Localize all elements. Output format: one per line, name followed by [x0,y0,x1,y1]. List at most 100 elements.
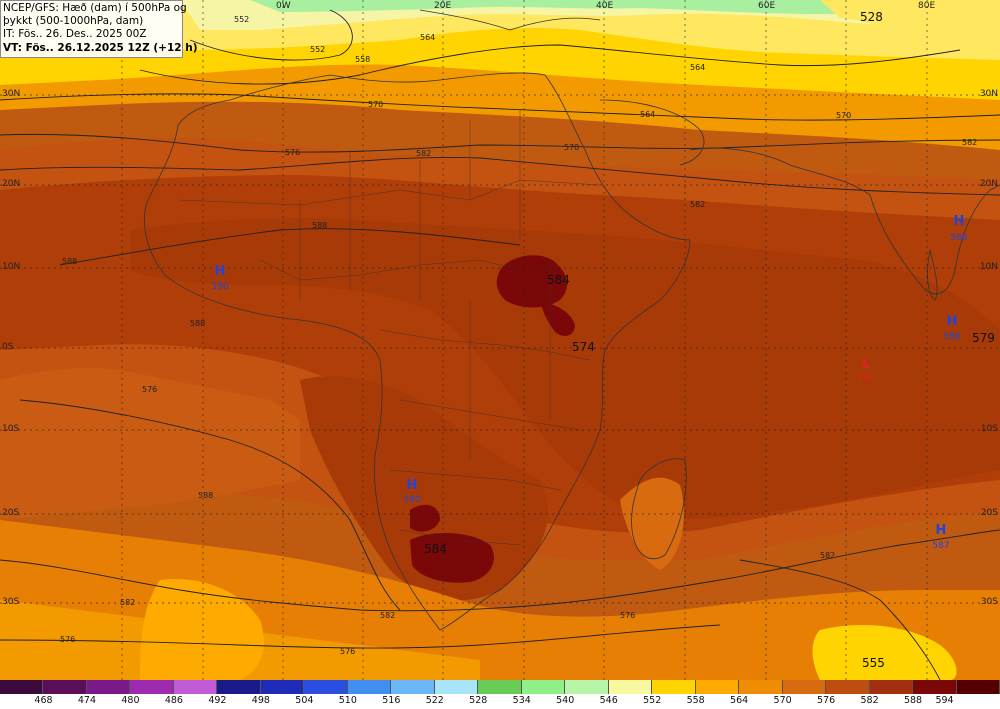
high-marker: H [214,264,226,279]
colorbar [0,680,1000,694]
colorbar-tick-label: 588 [903,695,923,706]
high-value: 590 [211,282,229,292]
lon-label-80e: 80E [918,1,936,11]
lat-label-20s-right: 20S [980,508,998,518]
contour-label: 582 [962,138,977,147]
colorbar-tick-label: 546 [599,695,618,706]
value-label-579: 579 [972,331,995,345]
sri-lanka-coast [927,249,938,301]
lon-label-20e: 20E [434,1,452,11]
high-value: 586 [943,332,961,342]
band-586-area [130,218,1000,520]
colorbar-swatch [347,680,392,694]
lat-label-20s-left: 20S [2,508,20,518]
high-marker: H [946,314,958,329]
band-se-yellow [812,625,957,680]
colorbar-swatch [0,680,44,694]
contour-576 [0,133,1000,153]
colorbar-tick-label: 468 [34,695,53,706]
colorbar-tick-label: 564 [730,695,749,706]
colorbar-tick-label: 576 [817,695,836,706]
header-subtitle: þykkt (500-1000hPa, dam) [3,15,144,28]
lat-label-10s-left: 10S [2,424,20,434]
band-546 [250,0,1000,14]
lon-label-40e: 40E [596,1,614,11]
contour-570 [0,93,1000,121]
colorbar-tick-label: 498 [251,695,270,706]
colorbar-swatch [434,680,479,694]
colorbar-swatch [956,680,1000,694]
contour-label: 588 [198,491,213,500]
lat-label-20n-right: 20N [979,179,998,189]
madagascar-coast [631,458,687,560]
colorbar-swatch [86,680,131,694]
contour-588-north [59,228,521,266]
border-verticals [299,110,551,460]
coastlines [143,9,1000,631]
contour-564 [139,44,961,85]
band-atlantic-east [0,368,300,520]
lat-label-30s-right: 30S [980,597,998,607]
value-label-555: 555 [862,656,885,670]
lat-label-30n-left: 30N [2,89,21,99]
lat-lon-grid [0,0,1000,680]
value-label-584-north: 584 [547,273,570,287]
country-borders [179,110,601,546]
contour-label: 558 [355,55,370,64]
mediterranean-coast [419,9,601,31]
header-title: NCEP/GFS: Hæð (dam) í 500hPa og [3,2,187,14]
info-header: NCEP/GFS: Hæð (dam) í 500hPa og þykkt (5… [0,0,198,58]
lat-label-10n-right: 10N [979,262,998,272]
colorbar-tick-label: 522 [425,695,444,706]
weather-map: 552 552 564 558 564 570 576 582 588 588 … [0,0,1000,680]
contour-588-west [19,399,401,611]
high-value: 587 [932,541,950,551]
contour-labels: 552 552 564 558 564 570 576 582 588 588 … [60,15,977,656]
india-coast [689,147,1000,295]
border-south [399,529,521,546]
lat-label-20n-left: 20N [2,179,21,189]
border-sahel [179,179,601,206]
colorbar-swatch [608,680,653,694]
high-marker: H [406,478,418,493]
colorbar-tick-label: 510 [338,695,357,706]
lat-label-10n-left: 10N [2,262,21,272]
colorbar-tick-label: 492 [208,695,227,706]
colorbar-swatch [217,680,261,694]
band-sw-yellow [140,579,264,680]
high-patch-kalahari [410,504,440,532]
colorbar-swatch [304,680,348,694]
contour-label: 570 [836,111,851,120]
colorbar-tick-label: 582 [860,695,879,706]
colorbar-tick-label: 594 [935,695,954,706]
colorbar-tick-label: 516 [382,695,401,706]
contour-label: 576 [285,148,300,157]
contour-582-south [0,529,1000,612]
contour-552 [189,9,353,61]
contour-label: 588 [312,221,327,230]
value-label-528: 528 [860,10,883,24]
colorbar-swatch [521,680,566,694]
contour-label: 564 [640,110,655,119]
value-label-574: 574 [572,340,595,354]
contour-label: 582 [690,200,705,209]
colorbar-tick-label: 480 [121,695,140,706]
contour-se [739,559,941,680]
colorbar-tick-label: 504 [295,695,314,706]
header-valid-time: VT: Fös.. 26.12.2025 12Z (+12 h) [3,41,198,54]
colorbar-swatch [260,680,305,694]
lat-label-10s-right: 10S [980,424,998,434]
band-madagascar [620,477,684,570]
border-central [259,259,521,281]
lon-label-60e: 60E [758,1,776,11]
border-congo [379,329,591,361]
contour-label: 576 [620,611,635,620]
contour-label: 564 [420,33,435,42]
arabia-coast [599,99,705,166]
colorbar-swatch [826,680,870,694]
band-558-ne [820,0,1000,60]
high-marker: H [953,214,965,229]
header-init-time: IT: Fös.. 26. Des.. 2025 00Z [3,28,147,41]
contour-label: 582 [380,611,395,620]
colorbar-tick-label: 558 [686,695,705,706]
